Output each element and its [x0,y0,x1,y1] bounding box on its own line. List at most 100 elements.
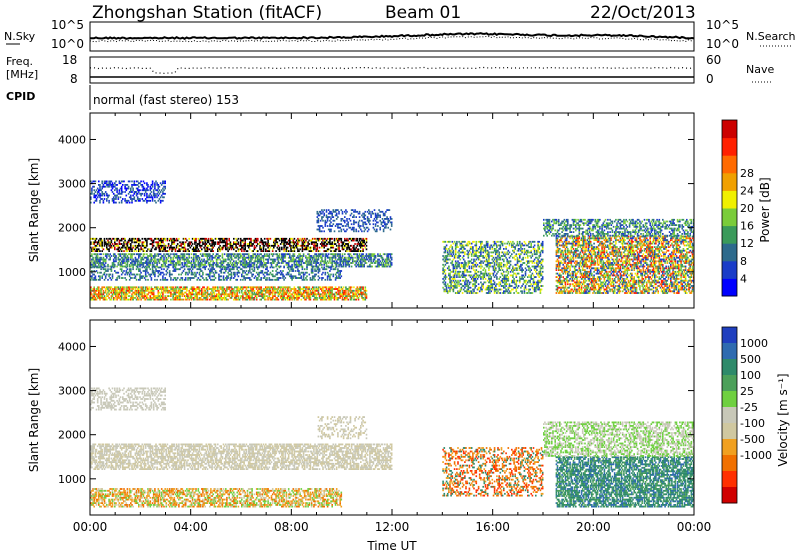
heatmap-cell [361,262,363,264]
heatmap-cell [112,293,115,296]
heatmap-cell [131,295,133,297]
heatmap-cell [246,243,249,245]
heatmap-cell [234,298,236,301]
heatmap-cell [266,266,268,269]
heatmap-cell [210,278,212,281]
heatmap-cell [133,239,136,242]
heatmap-cell [220,271,222,274]
heatmap-cell [134,263,137,266]
heatmap-cell [123,237,125,240]
heatmap-cell [167,291,170,294]
heatmap-cell [201,263,203,266]
heatmap-cell [151,262,154,264]
heatmap-cell [154,273,156,276]
heatmap-cell [205,243,208,245]
heatmap-cell [245,250,248,252]
heatmap-cell [357,289,360,292]
heatmap-cell [242,253,244,256]
heatmap-cell [380,256,383,259]
heatmap-cell [196,293,198,296]
heatmap-cell [202,255,204,257]
heatmap-cell [275,297,277,299]
heatmap-cell [123,262,125,264]
heatmap-cell [353,230,355,233]
heatmap-cell [130,246,132,249]
heatmap-cell [282,298,284,301]
heatmap-cell [197,255,200,257]
heatmap-cell [286,295,289,297]
heatmap-cell [364,286,367,289]
heatmap-cell [141,266,144,269]
heatmap-cell [226,286,228,289]
heatmap-cell [108,297,110,299]
heatmap-cell [281,286,283,289]
heatmap-cell [253,293,256,296]
heatmap-cell [286,288,289,290]
heatmap-cell [300,291,303,294]
heatmap-cell [228,295,230,297]
heatmap-cell [286,266,289,269]
heatmap-cell [318,239,321,242]
heatmap-cell [276,298,279,301]
heatmap-cell [118,239,121,242]
heatmap-cell [307,295,309,297]
heatmap-cell [96,293,99,296]
heatmap-cell [125,199,128,202]
heatmap-cell [361,293,363,296]
heatmap-cell [164,289,166,292]
heatmap-cell [168,273,171,276]
heatmap-cell [249,291,251,294]
heatmap-cell [279,288,282,290]
heatmap-cell [186,295,188,297]
heatmap-cell [229,243,232,245]
heatmap-cell [183,265,186,268]
heatmap-cell [282,243,284,245]
heatmap-cell [143,187,146,190]
heatmap-cell [277,258,280,261]
heatmap-cell [250,263,252,266]
heatmap-cell [114,286,116,289]
heatmap-cell [207,273,210,276]
heatmap-cell [265,291,267,294]
heatmap-cell [335,244,338,247]
heatmap-cell [99,201,101,204]
heatmap-cell [246,297,249,299]
heatmap-cell [315,262,317,264]
heatmap-cell [325,298,328,301]
heatmap-cell [202,241,204,244]
heatmap-cell [268,237,271,240]
heatmap-cell [188,243,190,245]
heatmap-cell [173,239,176,242]
heatmap-cell [193,277,195,279]
heatmap-cell [101,182,103,185]
heatmap-cell [174,270,177,272]
heatmap-cell [168,255,171,257]
heatmap-cell [193,288,195,290]
heatmap-cell [249,270,251,272]
heatmap-cell [371,262,373,264]
heatmap-cell [106,248,108,251]
heatmap-cell [176,295,179,297]
heatmap-cell [178,273,180,276]
heatmap-cell [243,256,245,259]
heatmap-cell [229,255,232,257]
heatmap-cell [140,258,142,261]
heatmap-cell [117,293,120,296]
heatmap-cell [327,293,330,296]
heatmap-cell [332,209,335,211]
heatmap-cell [157,184,160,186]
heatmap-cell [293,262,296,264]
heatmap-cell [133,191,136,193]
heatmap-cell [130,191,132,193]
heatmap-cell [251,286,253,289]
heatmap-cell [231,293,234,296]
heatmap-cell [176,298,179,301]
heatmap-cell [183,253,186,256]
heatmap-cell [99,275,101,278]
heatmap-cell [195,297,197,299]
heatmap-cell [246,293,249,296]
heatmap-cell [345,265,347,268]
heatmap-cell [253,248,256,251]
heatmap-cell [358,225,361,227]
heatmap-cell [156,270,158,272]
